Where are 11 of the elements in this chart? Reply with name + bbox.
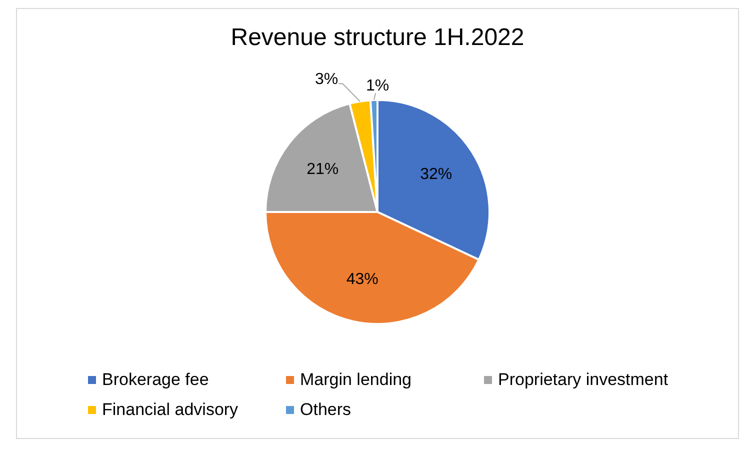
data-label: 21% <box>306 160 339 178</box>
data-label: 32% <box>420 166 452 184</box>
legend-label: Margin lending <box>300 370 412 390</box>
data-label: 3% <box>314 71 338 88</box>
legend-label: Proprietary investment <box>498 370 668 390</box>
legend-label: Others <box>300 400 352 420</box>
legend-label: Financial advisory <box>102 400 238 420</box>
data-label: 1% <box>366 77 390 94</box>
legend-label: Brokerage fee <box>102 370 209 390</box>
data-label: 43% <box>346 271 378 288</box>
chart-title: Revenue structure 1H.2022 <box>230 24 526 52</box>
